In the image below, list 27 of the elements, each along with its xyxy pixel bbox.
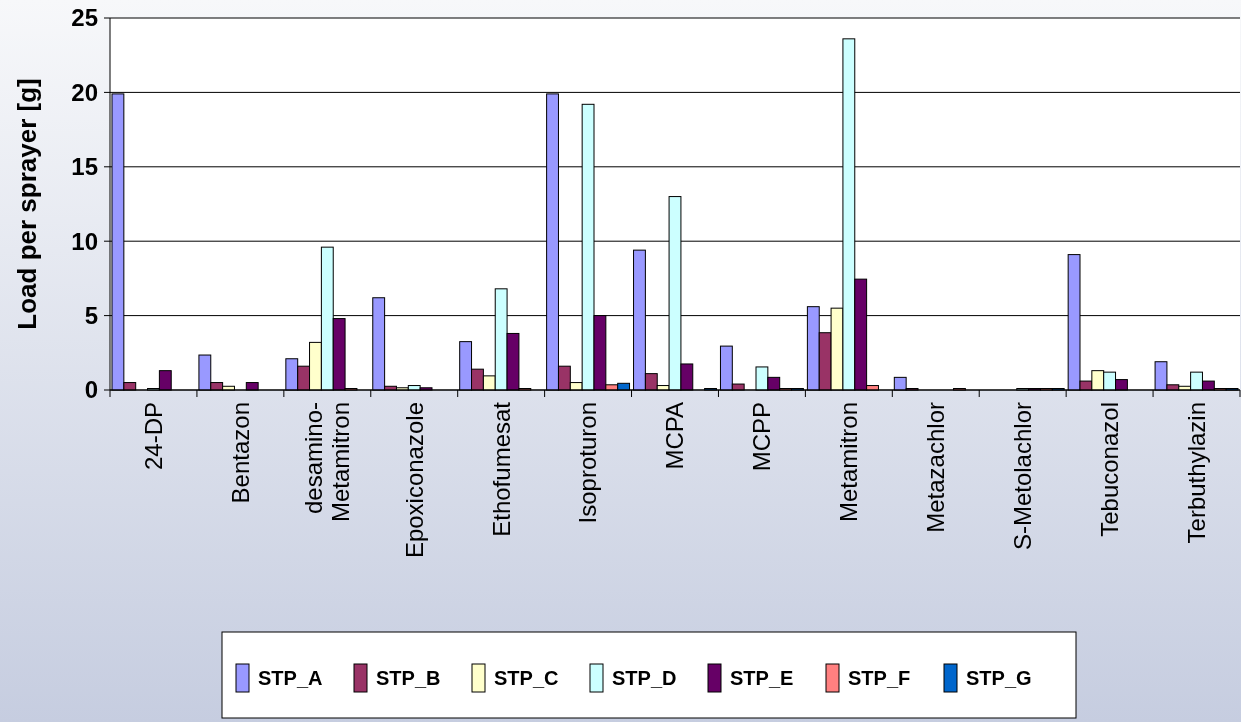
x-tick-label: Tebuconazol <box>1096 402 1124 537</box>
x-tick-label: Terbuthylazin <box>1182 402 1210 544</box>
legend-label: STP_F <box>848 667 911 689</box>
y-tick-label: 20 <box>71 78 98 106</box>
x-tick-label: desamino- Metamitron <box>300 402 355 523</box>
x-tick-label: Isoproturon <box>574 402 602 524</box>
legend-label: STP_E <box>730 667 794 689</box>
y-tick-label: 5 <box>84 302 98 329</box>
legend-label: STP_A <box>258 667 323 689</box>
x-tick-label: S-Metolachlor <box>1009 402 1037 551</box>
legend-label: STP_B <box>376 667 441 689</box>
y-tick-label: 15 <box>71 153 98 181</box>
legend-label: STP_C <box>494 667 559 689</box>
x-tick-label: Epoxiconazole <box>400 402 428 559</box>
x-tick-label: 24-DP <box>139 402 167 471</box>
x-tick-label: Metazachlor <box>922 402 950 533</box>
y-axis-title: Load per sprayer [g] <box>12 78 42 330</box>
legend-label: STP_G <box>966 667 1032 689</box>
x-tick-label: Metamitron <box>835 402 863 523</box>
y-tick-label: 0 <box>84 376 98 404</box>
x-tick-label: MCPP <box>748 402 776 472</box>
x-tick-label: Ethofumesat <box>487 401 515 537</box>
x-tick-label: Bentazon <box>226 402 254 504</box>
y-tick-label: 25 <box>71 4 98 32</box>
y-tick-label: 10 <box>71 227 98 255</box>
x-tick-label: MCPA <box>661 402 689 470</box>
legend-label: STP_D <box>612 667 677 689</box>
